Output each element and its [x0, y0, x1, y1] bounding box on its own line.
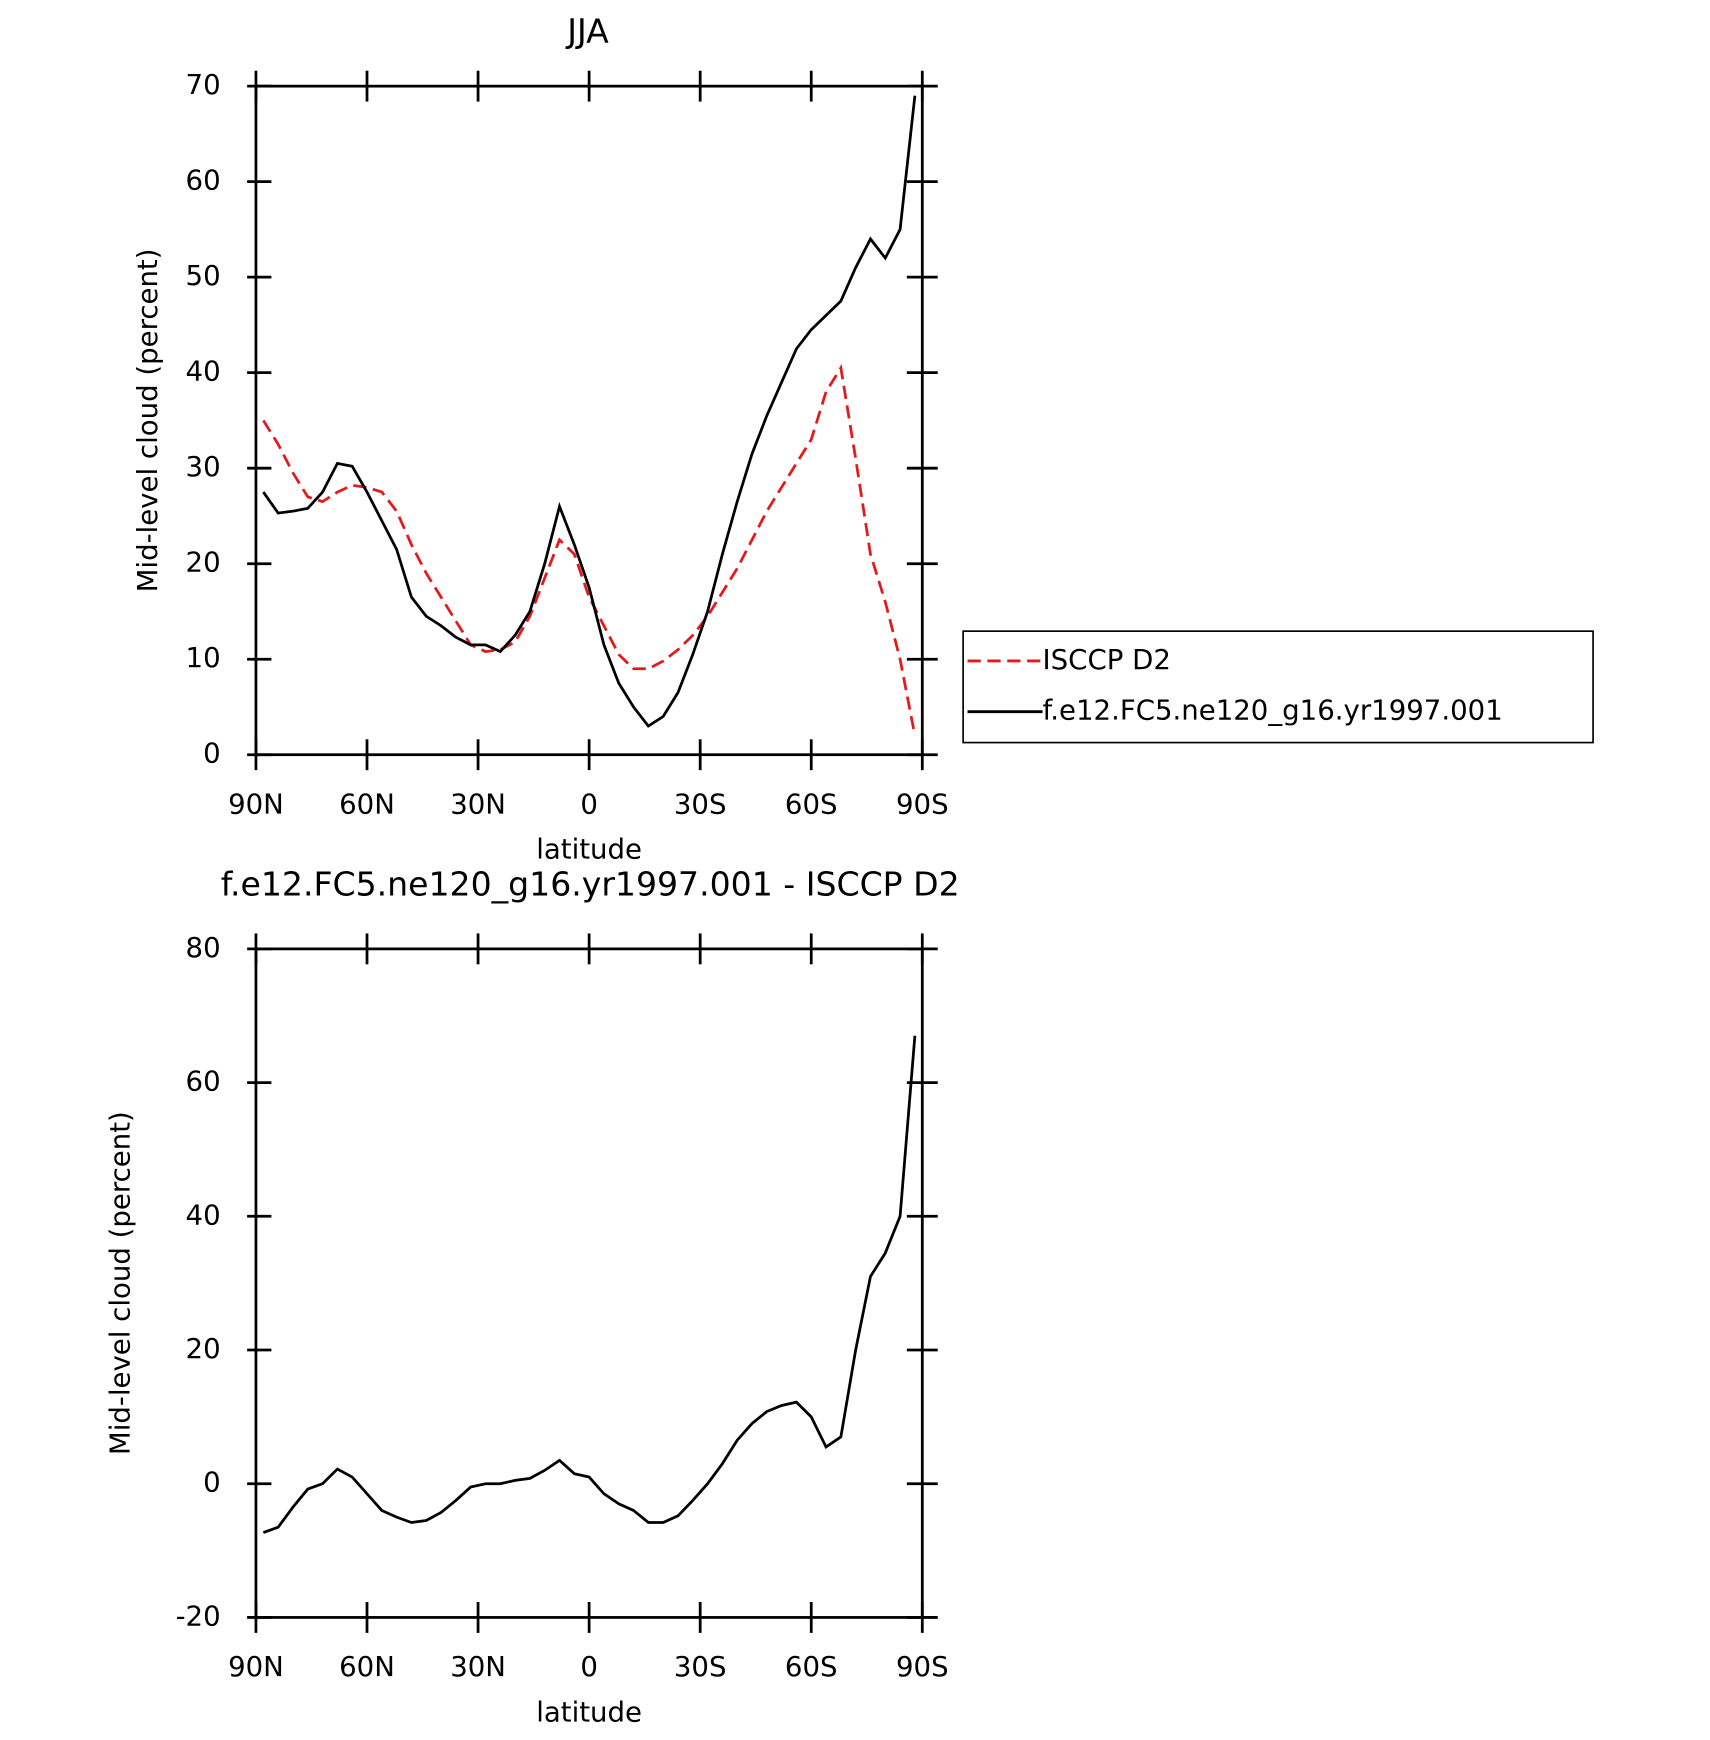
y-tick-label: 50 [186, 259, 221, 292]
y-axis-label: Mid-level cloud (percent) [131, 249, 164, 593]
x-axis-label: latitude [536, 833, 642, 866]
y-tick-label: 80 [186, 931, 221, 964]
y-tick-label: 0 [203, 737, 221, 770]
y-tick-label: 40 [186, 355, 221, 388]
x-tick-label: 90S [896, 787, 949, 820]
y-tick-label: 20 [186, 1332, 221, 1365]
x-tick-label: 90N [228, 1650, 284, 1683]
y-axis-label: Mid-level cloud (percent) [103, 1111, 136, 1455]
y-tick-label: 70 [186, 68, 221, 101]
chart-title: JJA [565, 12, 609, 51]
y-tick-label: 30 [186, 450, 221, 483]
plot-frame [254, 947, 924, 1619]
x-tick-label: 0 [580, 787, 598, 820]
legend-label: f.e12.FC5.ne120_g16.yr1997.001 [1043, 694, 1503, 727]
y-tick-label: 20 [186, 546, 221, 579]
x-tick-label: 60S [785, 787, 838, 820]
x-tick-label: 60N [339, 1650, 395, 1683]
series-line [262, 1035, 917, 1534]
x-tick-label: 90S [896, 1650, 949, 1683]
y-tick-label: 0 [203, 1466, 221, 1499]
y-tick-label: 60 [186, 164, 221, 197]
x-tick-label: 60N [339, 787, 395, 820]
y-tick-label: 60 [186, 1065, 221, 1098]
x-tick-label: 60S [785, 1650, 838, 1683]
x-tick-label: 30N [450, 1650, 506, 1683]
x-tick-label: 30N [450, 787, 506, 820]
y-tick-label: -20 [176, 1599, 221, 1632]
plot-frame [254, 84, 924, 757]
x-tick-label: 30S [674, 1650, 727, 1683]
series-line [262, 95, 917, 728]
x-tick-label: 90N [228, 787, 284, 820]
chart-title: f.e12.FC5.ne120_g16.yr1997.001 - ISCCP D… [221, 864, 960, 903]
y-tick-label: 10 [186, 641, 221, 674]
x-tick-label: 0 [580, 1650, 598, 1683]
x-tick-label: 30S [674, 787, 727, 820]
series-line [262, 364, 917, 736]
legend-label: ISCCP D2 [1043, 643, 1171, 676]
x-axis-label: latitude [536, 1695, 642, 1728]
y-tick-label: 40 [186, 1198, 221, 1231]
legend-box [962, 630, 1594, 744]
